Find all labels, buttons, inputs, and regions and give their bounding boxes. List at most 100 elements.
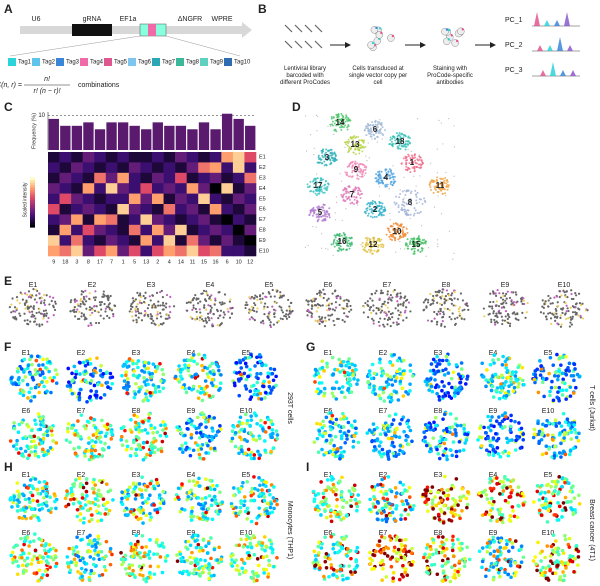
embedding-cell <box>89 454 94 459</box>
embedding-cell <box>344 307 347 310</box>
embedding-cell <box>217 317 220 320</box>
embedding-cell <box>557 421 562 425</box>
embedding-cell <box>98 301 101 304</box>
embedding-cell <box>341 411 345 416</box>
embedding-cell <box>442 373 447 377</box>
cluster-cell <box>374 177 377 180</box>
cluster-cell <box>407 136 410 139</box>
embedding-cell <box>254 413 258 418</box>
embedding-cell <box>195 443 200 447</box>
embedding-cell <box>215 308 219 311</box>
embedding-cell <box>379 317 382 320</box>
cluster-cell <box>400 207 403 210</box>
embedding-cell <box>210 517 215 522</box>
cluster-cell <box>433 187 436 190</box>
tag-box <box>104 58 112 66</box>
embedding-cell <box>42 496 46 500</box>
embedding-cell <box>20 388 25 393</box>
step-caption: Cells transduced at single vector copy pe… <box>349 66 407 86</box>
cell-marker <box>461 28 465 31</box>
embedding-cell <box>17 492 22 497</box>
embedding-cell <box>36 503 41 507</box>
embedding-cell <box>93 448 98 453</box>
cluster-cell <box>325 163 328 166</box>
embedding-cell <box>190 374 194 379</box>
virus-icon <box>304 40 313 49</box>
cluster-cell <box>409 192 412 195</box>
embedding-cell <box>437 310 440 313</box>
embedding-cell <box>547 312 550 315</box>
embedding-cell <box>83 298 86 301</box>
embedding-cell <box>136 310 140 313</box>
embedding-cell <box>248 355 252 360</box>
embedding-cell <box>163 304 166 307</box>
cluster-cell <box>396 135 399 138</box>
embedding-cell <box>85 317 88 320</box>
embedding-cell <box>500 419 505 424</box>
embedding-cell <box>261 292 265 295</box>
cluster-cell <box>317 156 320 159</box>
heatmap-cell <box>186 204 199 215</box>
cluster-cell <box>365 250 368 253</box>
embedding-cell <box>82 313 86 316</box>
cluster-cell <box>424 200 427 203</box>
embedding-cell <box>36 491 41 496</box>
hist-peak <box>554 20 560 26</box>
cluster-cell <box>335 124 338 127</box>
cluster-cell <box>378 209 381 212</box>
embedding-cell <box>92 477 96 482</box>
embedding-cell <box>507 321 510 324</box>
embedding-cell <box>157 300 160 303</box>
heatmap-cell <box>152 204 164 215</box>
cluster-cell <box>379 211 382 214</box>
embedding-cell <box>542 312 545 315</box>
cluster-cell <box>345 238 348 241</box>
background-cell <box>344 146 346 148</box>
formula-denominator: r! (n − r)! <box>33 88 60 95</box>
cluster-cell <box>395 195 398 198</box>
embedding-cell <box>491 436 496 440</box>
embedding-cell <box>342 415 347 419</box>
embedding-cell <box>172 305 176 308</box>
embedding-cell <box>26 396 30 400</box>
heatmap-cell <box>232 245 245 257</box>
cluster-cell <box>411 243 414 246</box>
cluster-cell <box>409 213 412 216</box>
cluster-cell <box>380 122 383 125</box>
heatmap-cell <box>232 162 245 174</box>
cluster-cell <box>324 219 327 222</box>
embedding-cell <box>74 315 77 318</box>
embedding-cell <box>486 425 491 430</box>
embedding-cell <box>456 316 459 319</box>
cluster-cell <box>340 248 343 251</box>
cluster-cell <box>341 122 344 125</box>
embedding-cell <box>76 419 80 423</box>
background-cell <box>309 134 312 136</box>
embedding-cell <box>405 306 408 309</box>
cluster-cell <box>419 240 422 243</box>
embedding-cell <box>288 312 291 315</box>
heatmap-cell <box>94 224 107 236</box>
heatmap-cell <box>244 245 257 257</box>
embedding-cell <box>290 310 293 313</box>
embedding-cell <box>141 521 145 525</box>
embedding-cell <box>96 504 101 508</box>
cluster-cell <box>368 237 371 240</box>
embedding-cell <box>502 305 505 308</box>
cell-marker <box>380 31 383 35</box>
column-label: 11 <box>190 259 196 265</box>
embedding-cell <box>492 310 495 313</box>
cluster-cell <box>372 123 375 126</box>
virus-icon <box>314 40 323 49</box>
embedding-cell <box>151 362 156 366</box>
embedding-cell <box>190 387 194 392</box>
embedding-cell <box>148 295 151 298</box>
embedding-cell <box>560 371 565 376</box>
embedding-cell <box>198 319 201 322</box>
embedding-cell <box>17 451 21 455</box>
embedding-cell <box>498 309 501 312</box>
embedding-cell <box>437 394 441 399</box>
cluster-cell <box>432 181 435 184</box>
embedding-cell <box>77 476 82 481</box>
embedding-cell <box>325 361 329 366</box>
